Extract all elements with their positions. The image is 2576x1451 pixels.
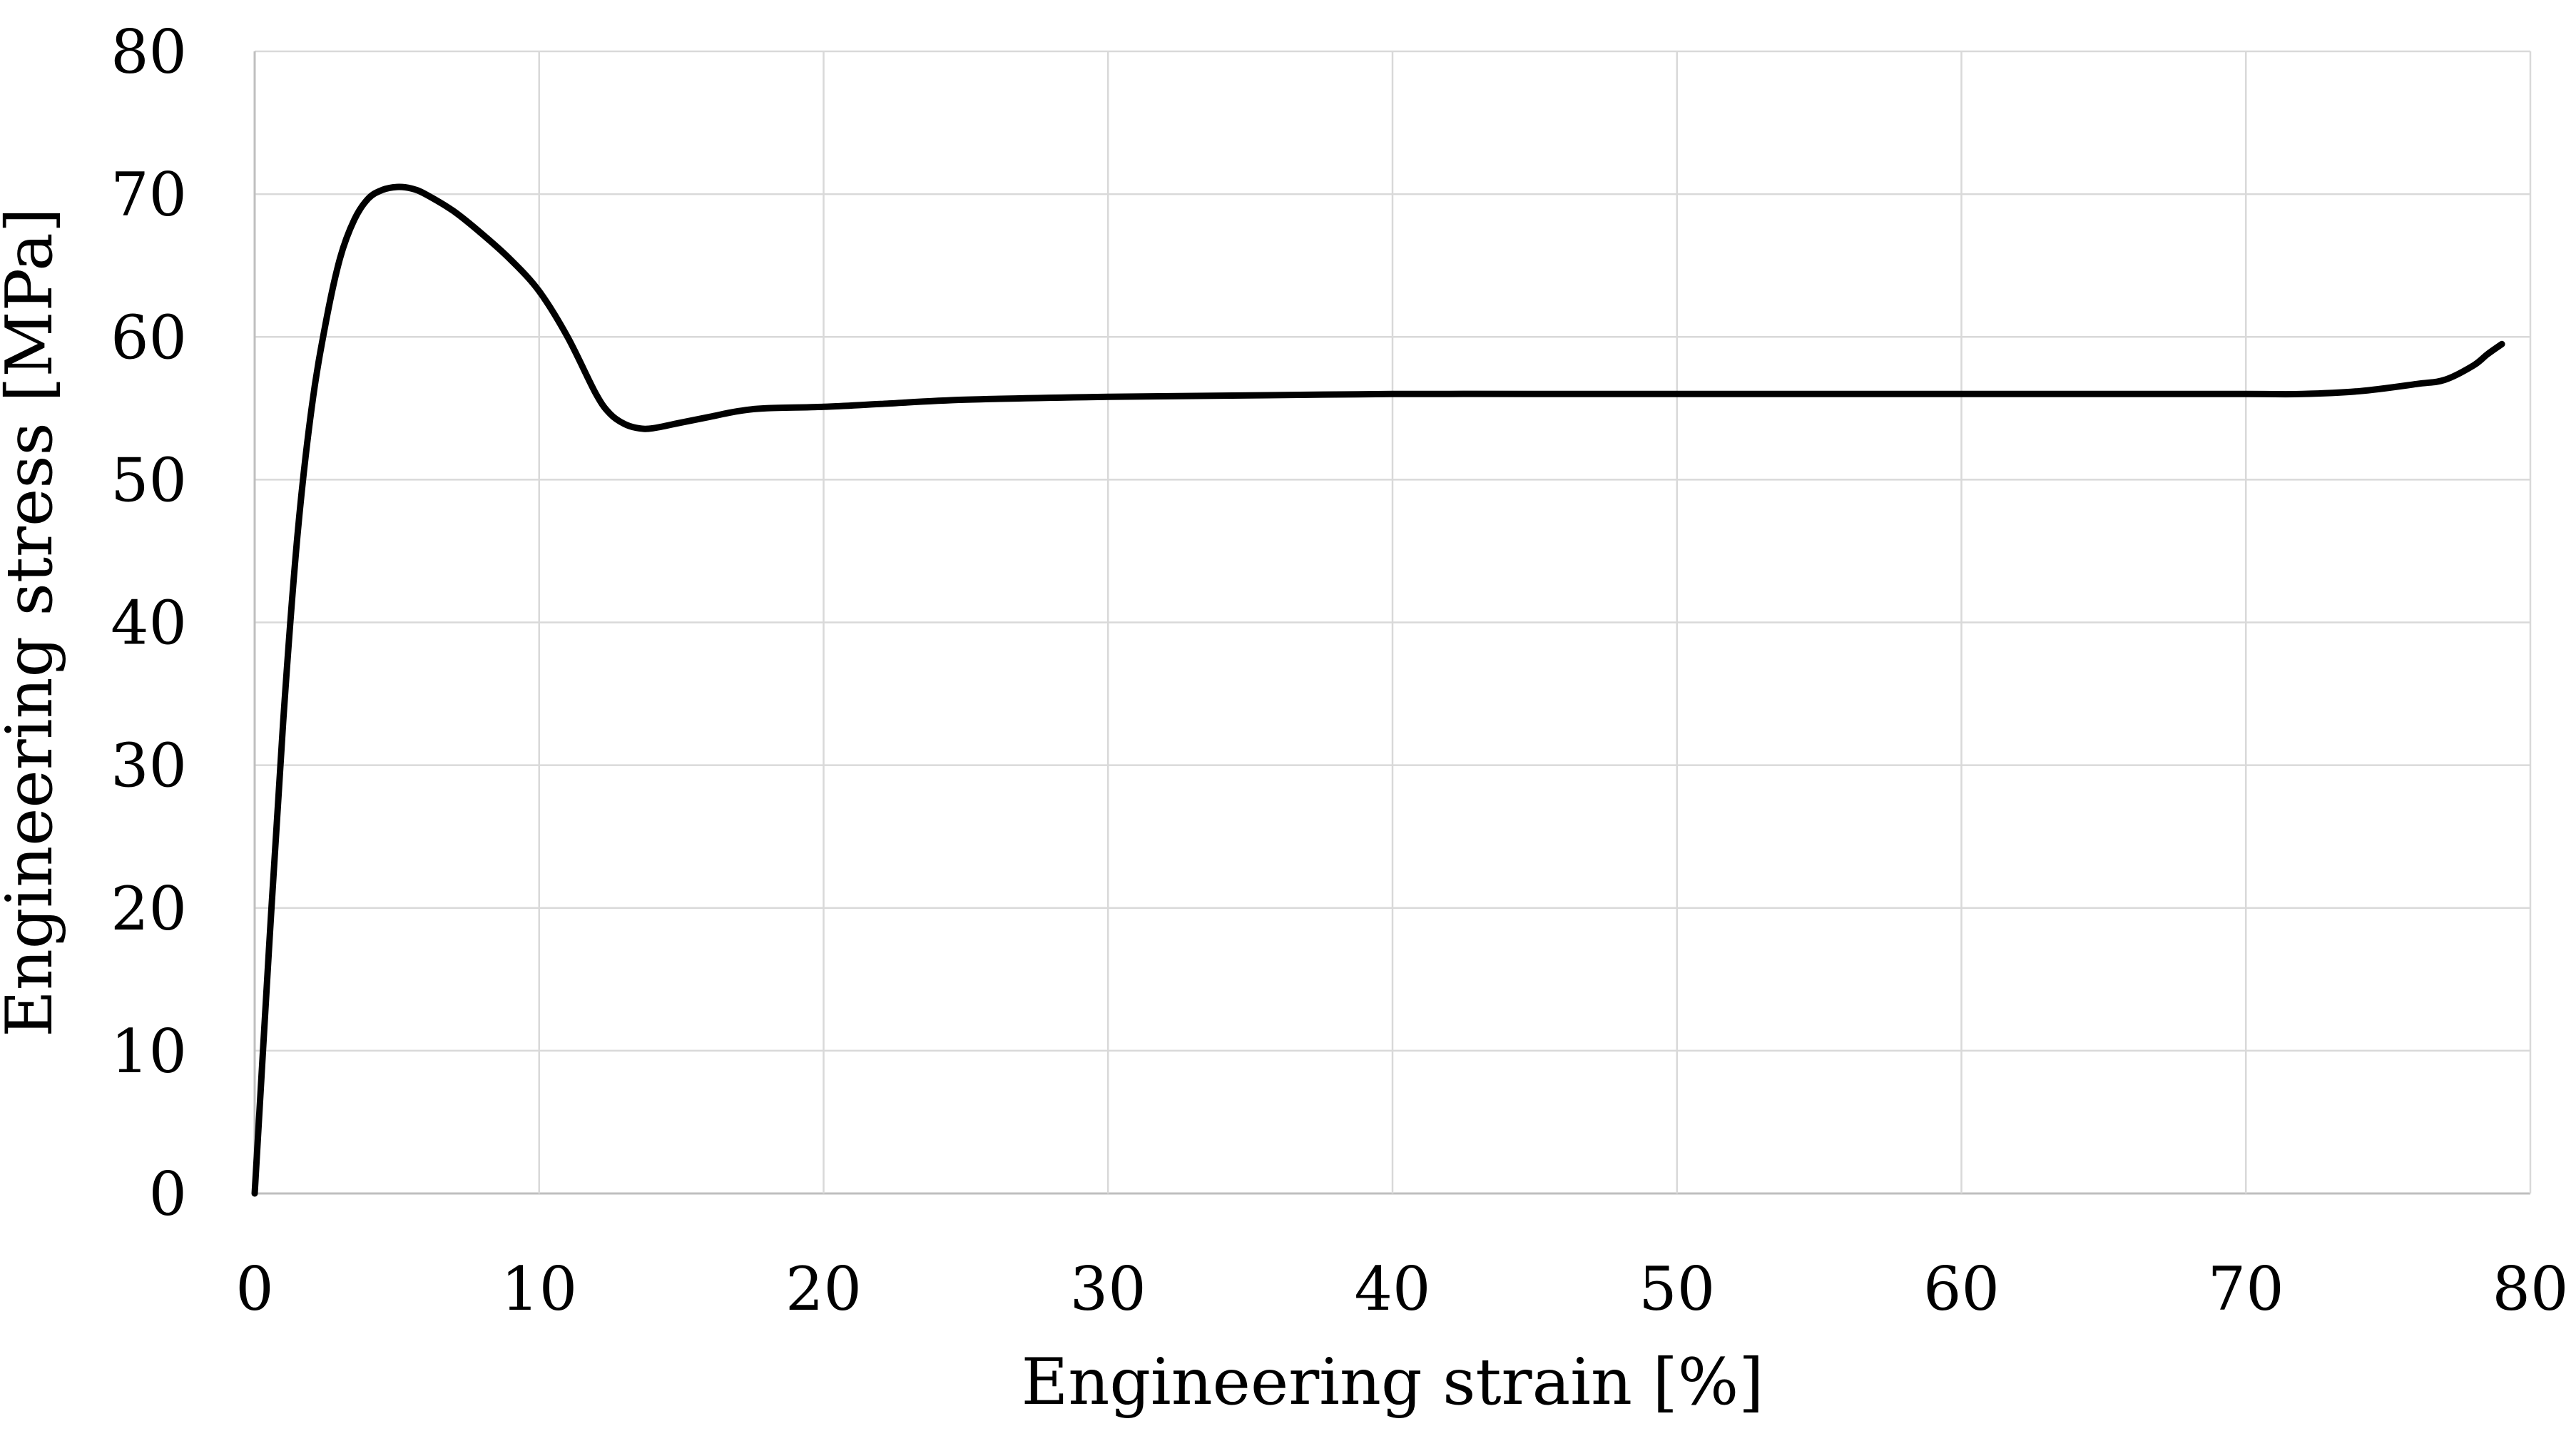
x-tick-label: 10: [501, 1254, 577, 1324]
tick-labels: 0 10 20 30 40 50 60 70 80 0 10 20 30 40 50 60 70 80: [111, 17, 2568, 1324]
y-tick-label: 80: [111, 17, 187, 87]
x-tick-label: 40: [1355, 1254, 1431, 1324]
x-tick-label: 70: [2208, 1254, 2284, 1324]
y-tick-label: 40: [111, 589, 187, 658]
x-tick-label: 20: [785, 1254, 862, 1324]
y-tick-label: 60: [111, 302, 187, 372]
x-tick-label: 80: [2493, 1254, 2569, 1324]
x-tick-label: 0: [235, 1254, 273, 1324]
y-axis-title: Engineering stress [MPa]: [0, 208, 67, 1037]
y-tick-label: 30: [111, 731, 187, 801]
grid-lines: [253, 50, 2532, 1195]
series-line: [251, 183, 2505, 1197]
y-tick-label: 50: [111, 445, 187, 515]
x-tick-label: 50: [1639, 1254, 1715, 1324]
y-tick-label: 70: [111, 160, 187, 230]
y-tick-label: 20: [111, 874, 187, 944]
x-axis-title: Engineering strain [%]: [1022, 1345, 1764, 1420]
plot-area: [251, 183, 2505, 1197]
x-tick-label: 60: [1923, 1254, 2000, 1324]
y-tick-label: 0: [149, 1159, 187, 1229]
x-tick-label: 30: [1070, 1254, 1146, 1324]
y-tick-label: 10: [111, 1017, 187, 1086]
